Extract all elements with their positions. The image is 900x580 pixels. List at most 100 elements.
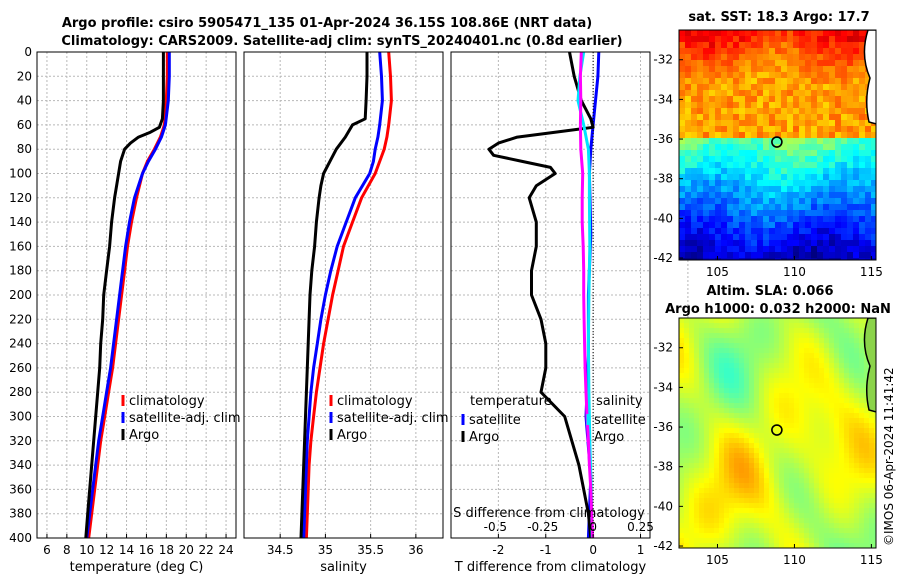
map-cell (849, 428, 855, 434)
map-cell (684, 448, 690, 454)
map-cell (844, 348, 850, 354)
map-cell (824, 318, 830, 324)
map-cell (853, 258, 860, 260)
map-cell (734, 343, 740, 349)
y-tick-label: 100 (9, 167, 32, 181)
map-cell (729, 348, 735, 354)
map-cell (834, 483, 840, 489)
map-cell (787, 96, 794, 103)
map-cell (757, 126, 764, 133)
map-cell (853, 198, 860, 205)
map-cell (814, 403, 820, 409)
map-cell (817, 150, 824, 157)
map-cell (779, 368, 785, 374)
map-cell (869, 508, 875, 514)
map-cell (809, 493, 815, 499)
map-cell (703, 126, 710, 133)
map-cell (694, 473, 700, 479)
map-cell (709, 258, 716, 260)
map-cell (714, 458, 720, 464)
map-cell (727, 168, 734, 175)
map-cell (859, 258, 866, 260)
map-cell (694, 413, 700, 419)
map-cell (784, 393, 790, 399)
map-cell (847, 180, 854, 187)
map-cell (691, 126, 698, 133)
map-cell (704, 378, 710, 384)
map-cell (793, 126, 800, 133)
map-cell (835, 204, 842, 211)
map-cell (794, 363, 800, 369)
map-cell (729, 528, 735, 534)
map-cell (841, 78, 848, 85)
map-cell (834, 353, 840, 359)
map-cell (721, 84, 728, 91)
map-cell (709, 463, 715, 469)
map-cell (781, 114, 788, 121)
map-cell (724, 518, 730, 524)
map-cell (809, 538, 815, 544)
map-cell (699, 363, 705, 369)
map-cell (697, 72, 704, 79)
map-cell (871, 162, 876, 169)
map-cell (859, 156, 866, 163)
map-cell (799, 252, 806, 259)
map-cell (859, 168, 866, 175)
map-cell (835, 252, 842, 259)
x-tick-label: 8 (63, 543, 71, 557)
map-cell (769, 318, 775, 324)
map-cell (697, 126, 704, 133)
map-cell (694, 483, 700, 489)
map-cell (794, 523, 800, 529)
map-cell (684, 403, 690, 409)
map-cell (694, 323, 700, 329)
map-cell (853, 132, 860, 139)
map-cell (691, 60, 698, 67)
map-cell (799, 383, 805, 389)
map-cell (751, 132, 758, 139)
map-cell (745, 102, 752, 109)
map-cell (805, 162, 812, 169)
map-cell (721, 150, 728, 157)
map-cell (754, 478, 760, 484)
map-cell (774, 468, 780, 474)
map-cell (744, 533, 750, 539)
map-cell (844, 353, 850, 359)
map-cell (685, 186, 692, 193)
map-cell (849, 398, 855, 404)
map-cell (804, 523, 810, 529)
map-cell (781, 252, 788, 259)
map-cell (703, 120, 710, 127)
map-cell (733, 192, 740, 199)
map-cell (793, 102, 800, 109)
map-cell (769, 338, 775, 344)
map-cell (744, 453, 750, 459)
map-cell (739, 222, 746, 229)
map-cell (744, 348, 750, 354)
map-cell (697, 144, 704, 151)
map-cell (703, 258, 710, 260)
map-cell (744, 468, 750, 474)
map-cell (779, 523, 785, 529)
map-cell (709, 353, 715, 359)
map-cell (744, 343, 750, 349)
map-cell (823, 120, 830, 127)
map-cell (759, 423, 765, 429)
map-cell (817, 138, 824, 145)
map-cell (763, 228, 770, 235)
map-cell (829, 120, 836, 127)
map-cell (691, 132, 698, 139)
map-cell (817, 144, 824, 151)
map-cell (721, 30, 728, 37)
map-cell (849, 543, 855, 548)
map-cell (804, 483, 810, 489)
map-cell (749, 528, 755, 534)
map-cell (691, 246, 698, 253)
map-cell (729, 438, 735, 444)
map-cell (775, 60, 782, 67)
map-cell (817, 246, 824, 253)
y-tick-label: -32 (653, 53, 673, 67)
map-cell (794, 418, 800, 424)
map-cell (784, 413, 790, 419)
map-cell (847, 120, 854, 127)
